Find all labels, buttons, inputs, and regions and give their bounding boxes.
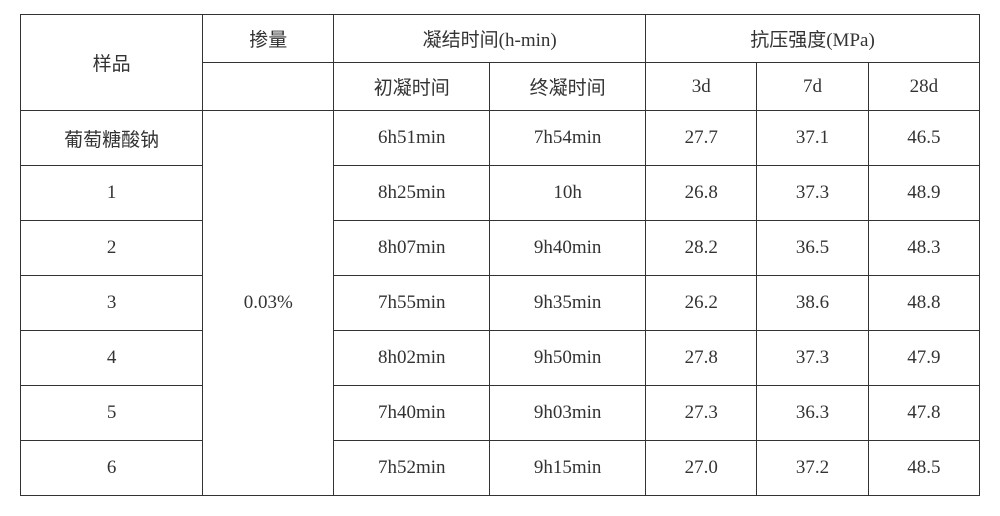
subheader-7d: 7d <box>757 63 868 111</box>
cell-d3: 28.2 <box>646 221 757 276</box>
cell-sample: 6 <box>21 441 203 496</box>
header-dosage: 掺量 <box>203 15 334 63</box>
cell-initial: 7h52min <box>334 441 490 496</box>
cell-d28: 47.8 <box>868 386 979 441</box>
cell-d28: 46.5 <box>868 111 979 166</box>
cell-d28: 48.3 <box>868 221 979 276</box>
cell-d3: 27.8 <box>646 331 757 386</box>
table-row: 3 7h55min 9h35min 26.2 38.6 48.8 <box>21 276 980 331</box>
subheader-dosage-empty <box>203 63 334 111</box>
cell-final: 9h03min <box>490 386 646 441</box>
table-row: 6 7h52min 9h15min 27.0 37.2 48.5 <box>21 441 980 496</box>
table-row: 5 7h40min 9h03min 27.3 36.3 47.8 <box>21 386 980 441</box>
table-header-row: 样品 掺量 凝结时间(h-min) 抗压强度(MPa) <box>21 15 980 63</box>
table-container: 样品 掺量 凝结时间(h-min) 抗压强度(MPa) 初凝时间 终凝时间 3d… <box>0 0 1000 516</box>
cell-d3: 27.3 <box>646 386 757 441</box>
cell-d7: 37.2 <box>757 441 868 496</box>
cell-sample: 葡萄糖酸钠 <box>21 111 203 166</box>
cell-final: 7h54min <box>490 111 646 166</box>
header-setting-time: 凝结时间(h-min) <box>334 15 646 63</box>
cell-d7: 36.3 <box>757 386 868 441</box>
cell-d3: 26.8 <box>646 166 757 221</box>
subheader-3d: 3d <box>646 63 757 111</box>
cell-d28: 48.8 <box>868 276 979 331</box>
cell-final: 9h15min <box>490 441 646 496</box>
cell-initial: 8h07min <box>334 221 490 276</box>
cell-sample: 1 <box>21 166 203 221</box>
cell-d7: 37.3 <box>757 331 868 386</box>
cell-d3: 27.7 <box>646 111 757 166</box>
cell-initial: 7h40min <box>334 386 490 441</box>
data-table: 样品 掺量 凝结时间(h-min) 抗压强度(MPa) 初凝时间 终凝时间 3d… <box>20 14 980 496</box>
cell-d7: 38.6 <box>757 276 868 331</box>
cell-d7: 37.3 <box>757 166 868 221</box>
cell-sample: 3 <box>21 276 203 331</box>
cell-final: 9h40min <box>490 221 646 276</box>
table-row: 4 8h02min 9h50min 27.8 37.3 47.9 <box>21 331 980 386</box>
cell-final: 9h35min <box>490 276 646 331</box>
subheader-final-time: 终凝时间 <box>490 63 646 111</box>
cell-final: 9h50min <box>490 331 646 386</box>
cell-dosage: 0.03% <box>203 111 334 496</box>
cell-sample: 5 <box>21 386 203 441</box>
cell-d3: 26.2 <box>646 276 757 331</box>
table-row: 2 8h07min 9h40min 28.2 36.5 48.3 <box>21 221 980 276</box>
cell-d3: 27.0 <box>646 441 757 496</box>
cell-sample: 2 <box>21 221 203 276</box>
cell-sample: 4 <box>21 331 203 386</box>
header-sample: 样品 <box>21 15 203 111</box>
cell-d28: 48.5 <box>868 441 979 496</box>
cell-initial: 8h25min <box>334 166 490 221</box>
subheader-28d: 28d <box>868 63 979 111</box>
cell-initial: 8h02min <box>334 331 490 386</box>
table-row: 1 8h25min 10h 26.8 37.3 48.9 <box>21 166 980 221</box>
cell-d28: 47.9 <box>868 331 979 386</box>
cell-initial: 7h55min <box>334 276 490 331</box>
cell-final: 10h <box>490 166 646 221</box>
cell-d28: 48.9 <box>868 166 979 221</box>
cell-d7: 37.1 <box>757 111 868 166</box>
table-row: 葡萄糖酸钠 0.03% 6h51min 7h54min 27.7 37.1 46… <box>21 111 980 166</box>
header-compressive-strength: 抗压强度(MPa) <box>646 15 980 63</box>
cell-d7: 36.5 <box>757 221 868 276</box>
cell-initial: 6h51min <box>334 111 490 166</box>
subheader-initial-time: 初凝时间 <box>334 63 490 111</box>
